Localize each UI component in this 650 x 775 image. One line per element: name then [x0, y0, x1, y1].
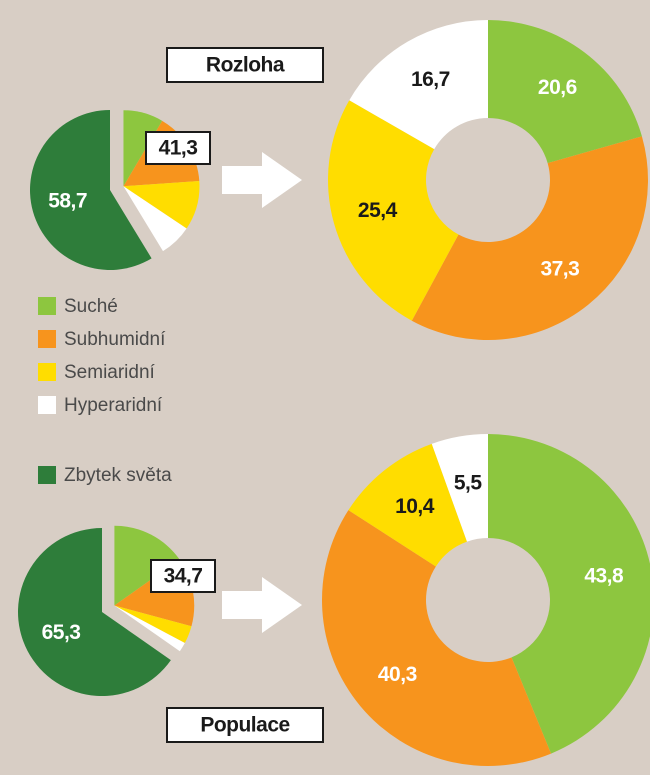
pie-sub-slice [123, 186, 187, 252]
pie-slice [18, 528, 171, 696]
legend-swatch [38, 466, 56, 484]
pie-sub-slice [114, 605, 185, 652]
pie-sub-slice [114, 525, 180, 606]
panel-title: Rozloha [206, 54, 285, 77]
title-box [166, 47, 324, 83]
donut-slice [349, 20, 488, 150]
legend-label: Zbytek světa [64, 465, 172, 486]
pie-sub-slice [123, 110, 163, 187]
donut-slice [488, 20, 642, 164]
data-label: 20,6 [538, 76, 577, 99]
data-label: 10,4 [395, 495, 435, 518]
title-box [166, 707, 324, 743]
data-label: 58,7 [48, 189, 87, 212]
legend-swatch [38, 330, 56, 348]
legend-label: Hyperaridní [64, 395, 163, 416]
data-label: 40,3 [378, 663, 417, 686]
arrow [222, 152, 302, 208]
donut-slice [488, 434, 650, 754]
data-label: 37,3 [540, 257, 579, 280]
label-box [150, 559, 216, 593]
data-label: 41,3 [159, 137, 198, 160]
data-label: 16,7 [411, 68, 450, 91]
donut-slice [322, 510, 552, 766]
donut-slice [411, 136, 649, 341]
pie-sub-slice [123, 181, 200, 229]
legend-swatch [38, 297, 56, 315]
data-label: 25,4 [358, 199, 398, 222]
legend-label: Semiaridní [64, 362, 156, 383]
legend-swatch [38, 396, 56, 414]
legend-label: Subhumidní [64, 329, 166, 350]
label-box [145, 131, 211, 165]
data-label: 65,3 [42, 621, 81, 644]
data-label: 34,7 [164, 565, 203, 588]
data-label: 43,8 [584, 565, 624, 588]
panel-title: Populace [200, 714, 289, 737]
legend-label: Suché [64, 296, 118, 317]
pie-sub-slice [114, 605, 192, 644]
donut-slice [348, 443, 467, 567]
arrow [222, 577, 302, 633]
legend-swatch [38, 363, 56, 381]
donut-slice [431, 434, 488, 542]
data-label: 5,5 [454, 471, 483, 494]
pie-slice [29, 110, 152, 270]
donut-slice [328, 100, 459, 321]
